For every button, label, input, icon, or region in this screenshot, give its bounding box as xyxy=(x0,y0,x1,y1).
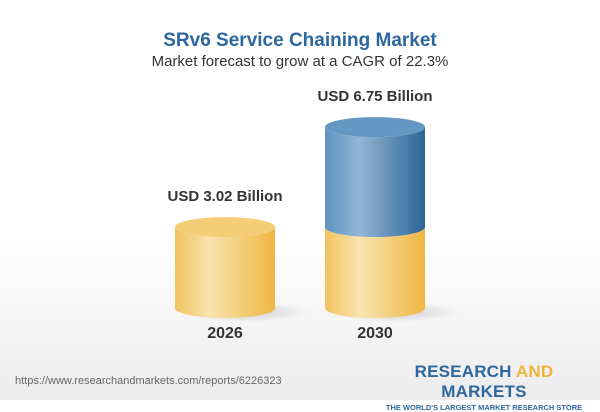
bar-2030-growth-top xyxy=(325,117,425,138)
chart: USD 3.02 Billion 2026 USD 6.75 Billion 2030 xyxy=(167,88,460,342)
chart-subtitle: Market forecast to grow at a CAGR of 22.… xyxy=(151,53,449,70)
x-tick-label: 2026 xyxy=(207,325,243,342)
data-label: USD 6.75 Billion xyxy=(317,88,432,105)
x-tick-label: 2030 xyxy=(357,325,393,342)
bar-2026 xyxy=(175,217,275,318)
bar-2030-growth xyxy=(325,117,425,238)
chart-title: SRv6 Service Chaining Market xyxy=(163,30,437,51)
bar-2026-top xyxy=(175,217,275,238)
bar-2030-growth-body xyxy=(325,127,425,238)
data-label: USD 3.02 Billion xyxy=(167,188,282,205)
bar-2030-base xyxy=(325,227,425,318)
bar-2030-base-body xyxy=(325,227,425,318)
source-url[interactable]: https://www.researchandmarkets.com/repor… xyxy=(15,375,282,387)
bar-2026-body xyxy=(175,227,275,318)
brand-logo: RESEARCH AND MARKETS THE WORLD'S LARGEST… xyxy=(385,362,583,412)
